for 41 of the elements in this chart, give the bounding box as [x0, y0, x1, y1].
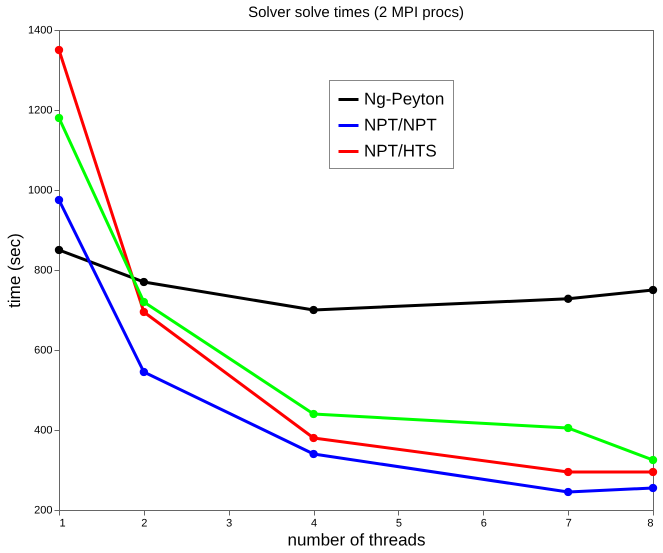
point: [648, 484, 658, 492]
x-tick-label: 6: [480, 518, 487, 530]
point: [309, 434, 318, 442]
point: [54, 246, 64, 254]
point: [309, 306, 318, 314]
point: [648, 456, 658, 464]
point: [564, 468, 572, 476]
legend-label: Ng-Peyton: [364, 90, 444, 108]
point: [309, 410, 318, 418]
point: [648, 286, 658, 294]
x-tick-label: 5: [396, 518, 402, 530]
y-tick-label: 400: [34, 424, 52, 436]
y-tick-label: 1400: [28, 24, 52, 36]
y-tick-label: 1200: [28, 104, 52, 116]
x-tick-label: 1: [60, 518, 66, 530]
x-axis-title: number of threads: [288, 530, 426, 550]
y-tick-label: 200: [34, 504, 52, 516]
y-axis-title: time (sec): [5, 233, 24, 308]
x-tick-label: 8: [647, 518, 654, 530]
point: [140, 308, 148, 316]
point: [54, 114, 64, 122]
x-tick-label: 3: [226, 518, 232, 530]
y-tick-label: 800: [34, 264, 52, 276]
legend-label: NPT/NPT: [364, 116, 437, 134]
point: [564, 294, 572, 303]
point: [140, 368, 148, 376]
point: [564, 424, 572, 432]
point: [140, 278, 148, 286]
point: [648, 468, 658, 476]
point: [309, 450, 318, 458]
legend-label: NPT/HTS: [364, 142, 437, 160]
x-tick-label: 2: [141, 518, 148, 530]
point: [140, 298, 148, 306]
y-tick-label: 600: [34, 344, 52, 356]
point: [54, 196, 64, 204]
point: [54, 46, 64, 54]
x-tick-label: 4: [311, 518, 318, 530]
point: [564, 488, 572, 496]
chart-title: Solver solve times (2 MPI procs): [248, 4, 464, 21]
x-tick-label: 7: [566, 518, 572, 530]
y-tick-label: 1000: [28, 184, 52, 196]
